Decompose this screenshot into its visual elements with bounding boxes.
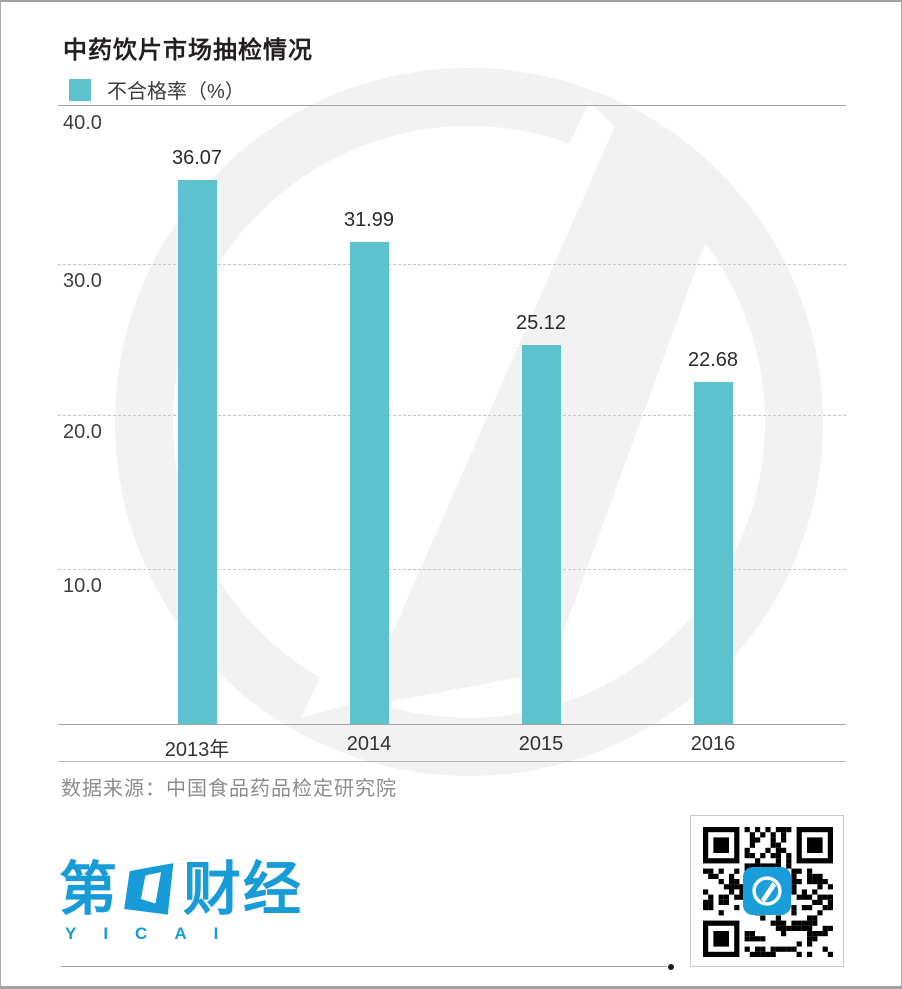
bar-2015 <box>522 345 561 724</box>
x-tick-label: 2016 <box>690 733 736 755</box>
chart-legend: 不合格率（%） <box>69 75 245 104</box>
bar-2014 <box>350 242 389 724</box>
y-tick-label: 30.0 <box>63 270 102 292</box>
baseline-end-dot <box>668 964 674 970</box>
x-tick-label: 2014 <box>346 733 392 755</box>
bar-value-label: 22.68 <box>687 349 739 371</box>
logo-baseline-rule <box>61 966 667 967</box>
legend-label: 不合格率（%） <box>107 81 245 103</box>
yicai-logo: 第 财经 YICAI <box>59 858 303 944</box>
bar-value-label: 25.12 <box>515 312 567 334</box>
logo-latin-text: YICAI <box>65 924 246 943</box>
chart-title: 中药饮片市场抽检情况 <box>63 37 313 64</box>
logo-one-mark-icon <box>124 863 174 915</box>
bar-value-label: 36.07 <box>171 147 223 169</box>
data-source-note: 数据来源：中国食品药品检定研究院 <box>61 778 397 800</box>
qr-code <box>690 815 844 967</box>
y-tick-label: 20.0 <box>63 421 102 443</box>
bar-value-label: 31.99 <box>343 209 395 231</box>
legend-color-swatch <box>69 78 91 101</box>
gridline-top <box>58 105 846 106</box>
yicai-app-icon <box>743 867 791 915</box>
y-tick-label: 40.0 <box>63 112 102 134</box>
x-tick-label: 2015 <box>518 733 564 755</box>
y-tick-label: 10.0 <box>63 575 102 597</box>
x-tick-label: 2013年 <box>164 739 230 761</box>
logo-char-di: 第 <box>59 857 120 922</box>
bar-2016 <box>694 382 733 724</box>
x-axis-line <box>58 724 846 725</box>
gridline-30 <box>58 264 846 265</box>
logo-chars-caijing: 财经 <box>183 857 304 922</box>
bar-2013年 <box>178 180 217 724</box>
